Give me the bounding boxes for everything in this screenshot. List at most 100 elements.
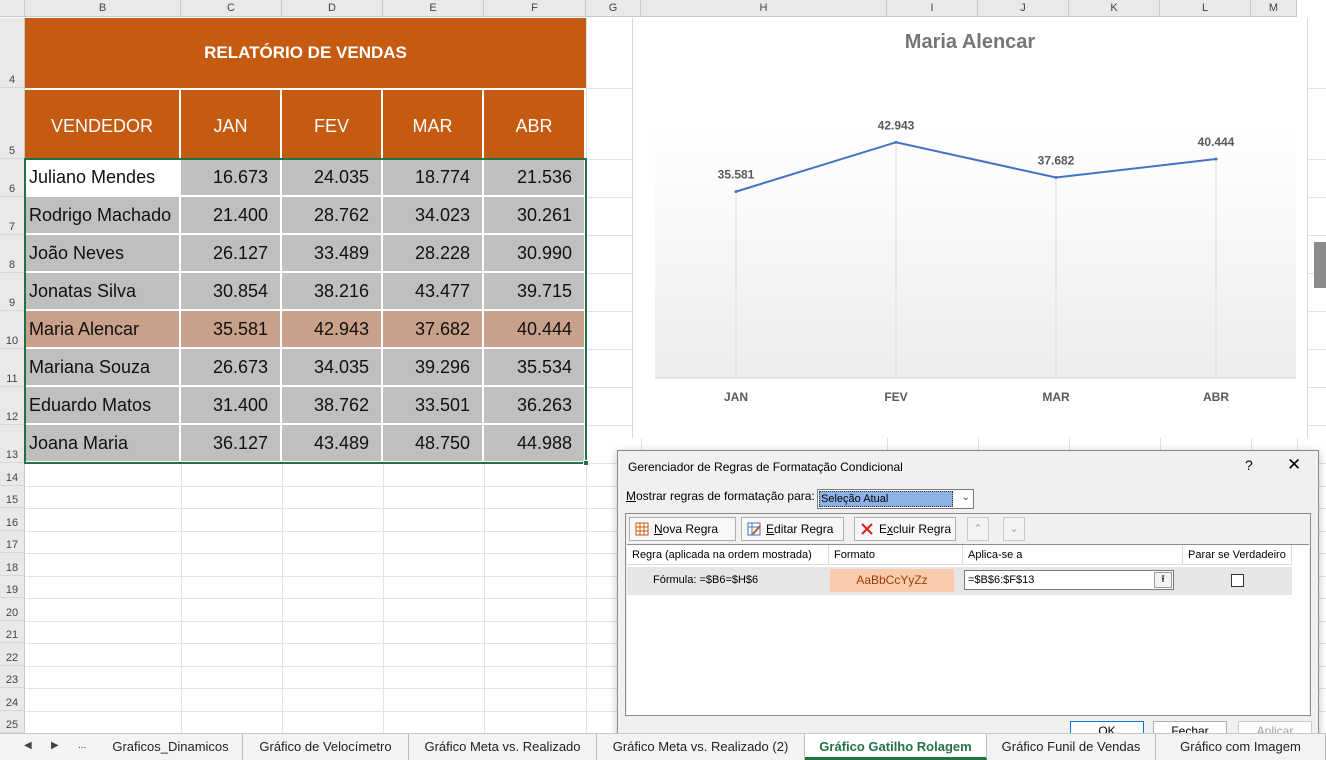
sales-value-cell[interactable]: 36.263 — [484, 387, 586, 425]
row-header[interactable]: 15 — [0, 485, 25, 508]
seller-name-cell[interactable]: Jonatas Silva — [25, 273, 181, 311]
column-header[interactable]: K — [1069, 0, 1160, 17]
show-rules-select[interactable]: Seleção Atual ⌄ — [817, 489, 974, 509]
data-point[interactable] — [894, 140, 898, 144]
sales-value-cell[interactable]: 33.489 — [282, 235, 383, 273]
sales-value-cell[interactable]: 38.216 — [282, 273, 383, 311]
applies-to-input[interactable]: =$B$6:$F$13 ⭱ — [964, 570, 1174, 590]
sales-value-cell[interactable]: 28.762 — [282, 197, 383, 235]
column-header[interactable]: F — [484, 0, 586, 17]
sales-value-cell[interactable]: 30.990 — [484, 235, 586, 273]
row-header[interactable]: 13 — [0, 425, 25, 463]
column-header[interactable]: J — [978, 0, 1069, 17]
sales-value-cell[interactable]: 26.673 — [181, 349, 282, 387]
seller-name-cell[interactable]: Juliano Mendes — [25, 159, 181, 197]
sales-value-cell[interactable]: 28.228 — [383, 235, 484, 273]
column-header[interactable]: L — [1160, 0, 1251, 17]
row-header[interactable]: 5 — [0, 88, 25, 159]
row-header[interactable]: 8 — [0, 235, 25, 273]
close-icon[interactable]: ✕ — [1287, 455, 1302, 474]
sales-value-cell[interactable]: 30.261 — [484, 197, 586, 235]
sales-value-cell[interactable]: 31.400 — [181, 387, 282, 425]
row-header[interactable]: 22 — [0, 643, 25, 666]
row-header[interactable]: 23 — [0, 665, 25, 688]
move-up-button[interactable]: ⌃ — [967, 517, 989, 541]
sheet-tab[interactable]: Gráfico de Velocímetro — [243, 734, 409, 760]
sales-value-cell[interactable]: 39.715 — [484, 273, 586, 311]
series-line[interactable] — [735, 141, 1217, 193]
sales-value-cell[interactable]: 26.127 — [181, 235, 282, 273]
sheet-tab[interactable]: Gráfico Meta vs. Realizado (2) — [597, 734, 805, 760]
row-header[interactable]: 9 — [0, 273, 25, 311]
sales-value-cell[interactable]: 30.854 — [181, 273, 282, 311]
select-all-corner[interactable] — [0, 0, 25, 17]
sales-value-cell[interactable]: 43.489 — [282, 425, 383, 463]
seller-name-cell[interactable]: Eduardo Matos — [25, 387, 181, 425]
sheet-tab[interactable]: Graficos_Dinamicos — [99, 734, 243, 760]
seller-name-cell[interactable]: Joana Maria — [25, 425, 181, 463]
sheet-tab[interactable]: Gráfico Meta vs. Realizado — [409, 734, 597, 760]
column-header[interactable]: M — [1251, 0, 1297, 17]
column-header[interactable]: H — [641, 0, 887, 17]
delete-rule-button[interactable]: Excluir Regra — [854, 517, 956, 541]
row-header[interactable]: 20 — [0, 598, 25, 621]
seller-name-cell[interactable]: Maria Alencar — [25, 311, 181, 349]
report-title[interactable]: RELATÓRIO DE VENDAS — [25, 18, 586, 88]
more-sheets-button[interactable]: ... — [78, 740, 87, 751]
sheet-tab[interactable]: Gráfico com Imagem — [1156, 734, 1326, 760]
move-down-button[interactable]: ⌄ — [1003, 517, 1025, 541]
sales-value-cell[interactable]: 16.673 — [181, 159, 282, 197]
help-button[interactable]: ? — [1245, 457, 1253, 473]
report-header-fev[interactable]: FEV — [282, 88, 383, 159]
row-header[interactable]: 10 — [0, 311, 25, 349]
row-header[interactable]: 16 — [0, 508, 25, 531]
edit-rule-button[interactable]: Editar Regra — [741, 517, 844, 541]
column-header[interactable]: D — [282, 0, 383, 17]
report-header-jan[interactable]: JAN — [181, 88, 282, 159]
data-point[interactable] — [734, 190, 738, 194]
sales-value-cell[interactable]: 21.536 — [484, 159, 586, 197]
sales-value-cell[interactable]: 40.444 — [484, 311, 586, 349]
sales-value-cell[interactable]: 35.534 — [484, 349, 586, 387]
sales-value-cell[interactable]: 43.477 — [383, 273, 484, 311]
seller-name-cell[interactable]: Mariana Souza — [25, 349, 181, 387]
sales-value-cell[interactable]: 36.127 — [181, 425, 282, 463]
row-header[interactable]: 7 — [0, 197, 25, 235]
vertical-scrollbar-thumb[interactable] — [1314, 242, 1326, 288]
sheet-tab[interactable]: Gráfico Funil de Vendas — [987, 734, 1156, 760]
new-rule-button[interactable]: Nova Regra — [629, 517, 736, 541]
row-header[interactable]: 18 — [0, 553, 25, 576]
rule-row[interactable]: Fórmula: =$B6=$H$6 AaBbCcYyZz =$B$6:$F$1… — [627, 567, 1292, 595]
sales-value-cell[interactable]: 33.501 — [383, 387, 484, 425]
line-chart[interactable]: Maria Alencar 35.581 JAN 42.943 FEV 37.682 MA… — [632, 18, 1308, 438]
column-header[interactable]: G — [586, 0, 641, 17]
report-header-vendedor[interactable]: VENDEDOR — [25, 88, 181, 159]
sales-value-cell[interactable]: 39.296 — [383, 349, 484, 387]
row-header[interactable]: 25 — [0, 710, 25, 733]
data-point[interactable] — [1214, 157, 1218, 161]
fill-handle[interactable] — [583, 460, 589, 466]
column-header[interactable]: E — [383, 0, 484, 17]
row-header[interactable]: 19 — [0, 575, 25, 598]
sales-value-cell[interactable]: 21.400 — [181, 197, 282, 235]
report-header-abr[interactable]: ABR — [484, 88, 586, 159]
sales-value-cell[interactable]: 34.023 — [383, 197, 484, 235]
column-header[interactable]: I — [887, 0, 978, 17]
row-header[interactable]: 11 — [0, 349, 25, 387]
scroll-right-icon[interactable]: ▶ — [51, 740, 59, 751]
data-point[interactable] — [1054, 176, 1058, 180]
sales-value-cell[interactable]: 34.035 — [282, 349, 383, 387]
sales-value-cell[interactable]: 44.988 — [484, 425, 586, 463]
column-header[interactable]: B — [25, 0, 181, 17]
sales-value-cell[interactable]: 48.750 — [383, 425, 484, 463]
row-header[interactable]: 4 — [0, 18, 25, 88]
sales-value-cell[interactable]: 24.035 — [282, 159, 383, 197]
sales-value-cell[interactable]: 35.581 — [181, 311, 282, 349]
column-header[interactable]: C — [181, 0, 282, 17]
seller-name-cell[interactable]: João Neves — [25, 235, 181, 273]
sales-value-cell[interactable]: 37.682 — [383, 311, 484, 349]
sheet-tab[interactable]: Gráfico Gatilho Rolagem — [805, 734, 987, 760]
report-header-mar[interactable]: MAR — [383, 88, 484, 159]
sales-value-cell[interactable]: 18.774 — [383, 159, 484, 197]
sales-value-cell[interactable]: 38.762 — [282, 387, 383, 425]
